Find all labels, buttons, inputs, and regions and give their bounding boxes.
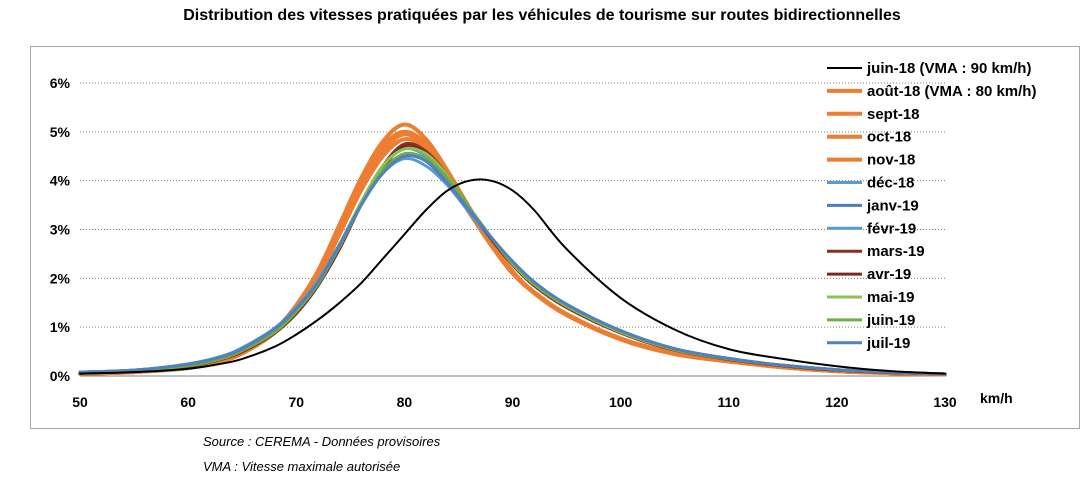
legend-entry-label: nov-18	[867, 152, 915, 169]
x-tick-label: 110	[717, 394, 740, 410]
y-tick-label: 0%	[50, 368, 71, 384]
x-axis-unit-label: km/h	[980, 390, 1013, 406]
chart-title: Distribution des vitesses pratiquées par…	[183, 7, 901, 24]
series-line-3	[78, 132, 947, 377]
legend-entry-label: sept-18	[867, 106, 920, 123]
source-note: Source : CEREMA - Données provisoires	[203, 434, 441, 449]
legend-entry-label: déc-18	[867, 175, 915, 192]
legend-entry-label: oct-18	[867, 129, 911, 146]
legend-entry-label: juin-18 (VMA : 90 km/h)	[866, 60, 1031, 77]
gridlines	[80, 82, 945, 328]
y-tick-label: 2%	[50, 270, 71, 286]
x-tick-label: 70	[288, 394, 304, 410]
y-tick-label: 1%	[50, 319, 71, 335]
legend-entry-label: mai-19	[867, 289, 915, 306]
axes: 0% 1% 2% 3% 4% 5% 6% 50 60 70 80 90 100 110 120 130 km/h	[50, 75, 1013, 410]
series-line-4	[78, 136, 947, 377]
y-tick-label: 5%	[50, 124, 71, 140]
y-tick-label: 3%	[50, 222, 71, 238]
series-line-2	[78, 129, 947, 377]
legend-entry-label: août-18 (VMA : 80 km/h)	[867, 83, 1036, 100]
x-tick-label: 90	[505, 394, 521, 410]
legend-entry-label: juin-19	[866, 312, 915, 329]
vma-note: VMA : Vitesse maximale autorisée	[203, 459, 401, 474]
chart-frame: 0% 1% 2% 3% 4% 5% 6% 50 60 70 80 90 100 110 120 130 km/h…	[30, 46, 1080, 429]
legend-entry-label: mars-19	[867, 243, 925, 260]
legend: juin-18 (VMA : 90 km/h) août-18 (VMA : 80…	[827, 60, 1036, 352]
x-tick-label: 60	[180, 394, 196, 410]
x-tick-label: 50	[72, 394, 88, 410]
legend-entry-label: juil-19	[866, 335, 910, 352]
legend-entry-label: janv-19	[866, 197, 919, 214]
series-lines	[78, 122, 947, 377]
x-tick-label: 100	[609, 394, 633, 410]
series-line-1	[78, 122, 947, 377]
y-tick-label: 6%	[50, 75, 71, 91]
legend-entry-label: févr-19	[867, 220, 916, 237]
series-line-11	[78, 151, 947, 376]
legend-entry-label: avr-19	[867, 266, 911, 283]
x-tick-label: 130	[933, 394, 957, 410]
series-line-8	[78, 141, 947, 376]
line-chart: 0% 1% 2% 3% 4% 5% 6% 50 60 70 80 90 100 110 120 130 km/h…	[50, 60, 1037, 410]
series-line-0	[79, 178, 946, 375]
x-tick-label: 80	[397, 394, 413, 410]
series-line-12	[78, 154, 947, 376]
x-tick-label: 120	[825, 394, 849, 410]
y-tick-label: 4%	[50, 173, 71, 189]
